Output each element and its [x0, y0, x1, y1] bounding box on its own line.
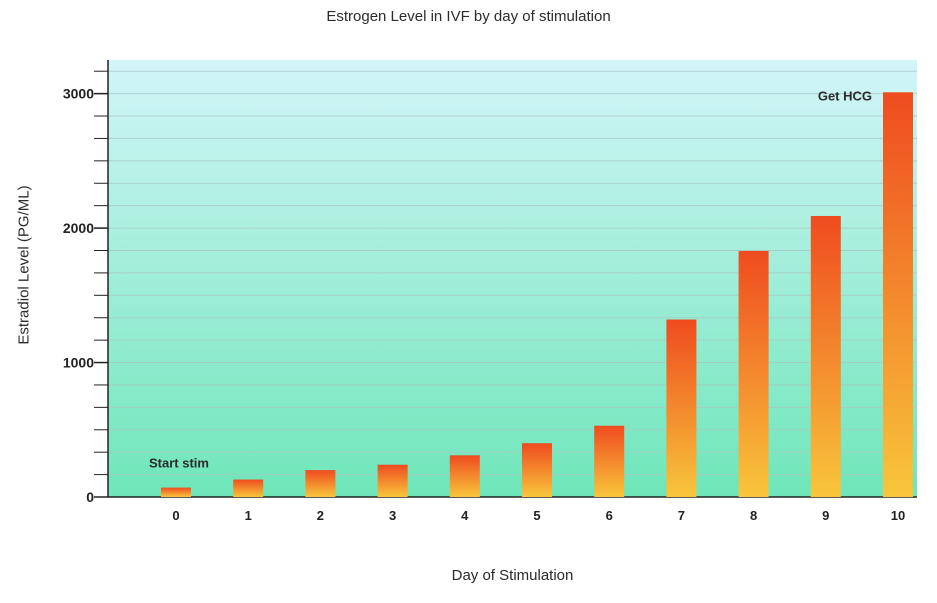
- bar: [449, 455, 480, 497]
- bar: [377, 464, 408, 497]
- bar: [522, 443, 552, 497]
- chart-title: Estrogen Level in IVF by day of stimulat…: [326, 8, 611, 25]
- x-tick-label: 1: [245, 508, 252, 523]
- bar: [305, 470, 336, 497]
- bar: [883, 92, 913, 498]
- bar: [233, 479, 264, 497]
- x-tick-label: 10: [891, 508, 905, 523]
- plot-background: [108, 60, 917, 497]
- x-tick-label: 4: [461, 508, 469, 523]
- bar: [594, 425, 625, 497]
- y-tick-label: 0: [86, 489, 94, 505]
- y-tick-label: 1000: [63, 355, 94, 371]
- y-tick-label: 2000: [63, 220, 94, 236]
- bar: [810, 215, 841, 497]
- annotation: Get HCG: [818, 88, 872, 103]
- x-tick-label: 9: [822, 508, 829, 523]
- x-tick-label: 0: [172, 508, 179, 523]
- x-tick-label: 3: [389, 508, 396, 523]
- x-tick-label: 5: [533, 508, 540, 523]
- bar: [666, 319, 697, 497]
- x-axis-label: Day of Stimulation: [451, 567, 574, 584]
- x-tick-label: 7: [678, 508, 685, 523]
- y-tick-label: 3000: [63, 86, 94, 102]
- annotation: Start stim: [149, 456, 209, 471]
- x-tick-label: 6: [606, 508, 613, 523]
- bar: [738, 250, 769, 497]
- x-tick-label: 2: [317, 508, 324, 523]
- x-tick-label: 8: [750, 508, 757, 523]
- bar: [161, 487, 191, 497]
